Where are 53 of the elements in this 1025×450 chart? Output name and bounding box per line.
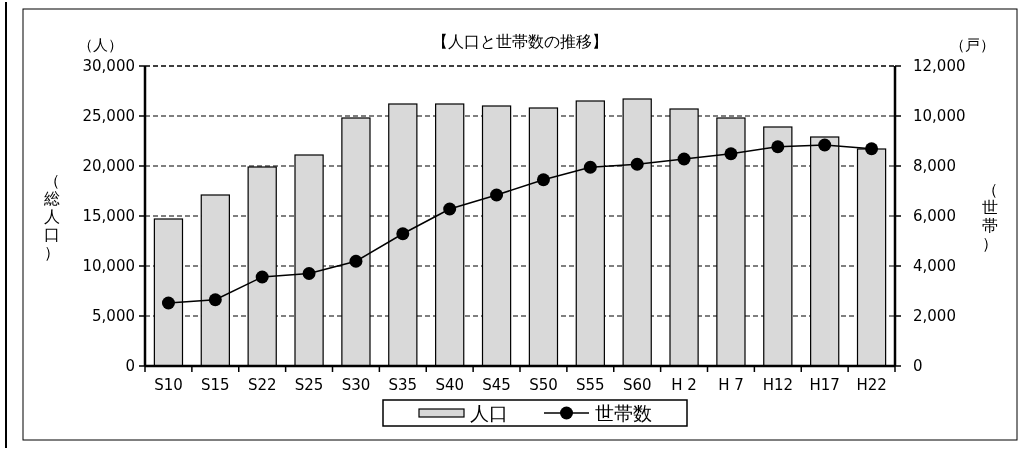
point [490, 188, 504, 202]
point [724, 147, 738, 161]
y-tick-label: 5,000 [92, 307, 135, 325]
legend-label: 世帯数 [595, 402, 652, 424]
point [865, 142, 879, 156]
point [536, 173, 550, 187]
y2-axis-title: （世帯） [982, 180, 998, 253]
point [818, 138, 832, 152]
y-tick-label: 20,000 [82, 157, 135, 175]
point [302, 267, 316, 280]
x-tick-label: H 2 [671, 376, 697, 394]
x-tick-label: S60 [622, 376, 652, 394]
y2-tick-label: 4,000 [913, 257, 956, 275]
point [443, 202, 457, 216]
y2-tick-label: 6,000 [913, 207, 956, 225]
x-tick-label: S25 [294, 376, 324, 394]
y-tick-label: 15,000 [82, 207, 135, 225]
y-tick-label: 0 [125, 357, 135, 375]
y-tick-label: 25,000 [82, 107, 135, 125]
x-tick-label: H22 [856, 376, 887, 394]
point [630, 157, 644, 171]
x-tick-label: H 7 [718, 376, 744, 394]
point [349, 254, 363, 268]
point [771, 140, 785, 154]
text: （人） [77, 36, 123, 54]
x-tick-label: S45 [482, 376, 511, 394]
x-tick-label: S22 [247, 376, 277, 394]
point [396, 227, 410, 241]
x-tick-label: H12 [762, 376, 793, 394]
x-tick-label: S35 [388, 376, 418, 394]
x-tick-label: S10 [154, 376, 183, 394]
x-tick-label: S55 [576, 376, 605, 394]
y2-tick-label: 12,000 [913, 57, 966, 75]
x-tick-label: S30 [341, 376, 371, 394]
x-tick-label: H17 [809, 376, 840, 394]
y-tick-label: 30,000 [82, 57, 135, 75]
y2-tick-label: 2,000 [913, 307, 956, 325]
point [583, 160, 597, 174]
chart-title: 【人口と世帯数の推移】 [432, 32, 608, 51]
x-tick-label: S15 [201, 376, 230, 394]
legend-label: 人口 [470, 402, 508, 424]
x-tick-label: S40 [435, 376, 464, 394]
point [208, 293, 222, 307]
y2-tick-label: 0 [913, 357, 923, 375]
point [161, 296, 175, 310]
x-tick-label: S50 [529, 376, 558, 394]
y2-tick-label: 10,000 [913, 107, 966, 125]
y2-tick-label: 8,000 [913, 157, 956, 175]
text: （戸） [949, 36, 995, 54]
y-axis-title: （総人口） [43, 171, 60, 262]
point [677, 152, 691, 166]
y-tick-label: 10,000 [82, 257, 135, 275]
point [255, 270, 269, 284]
